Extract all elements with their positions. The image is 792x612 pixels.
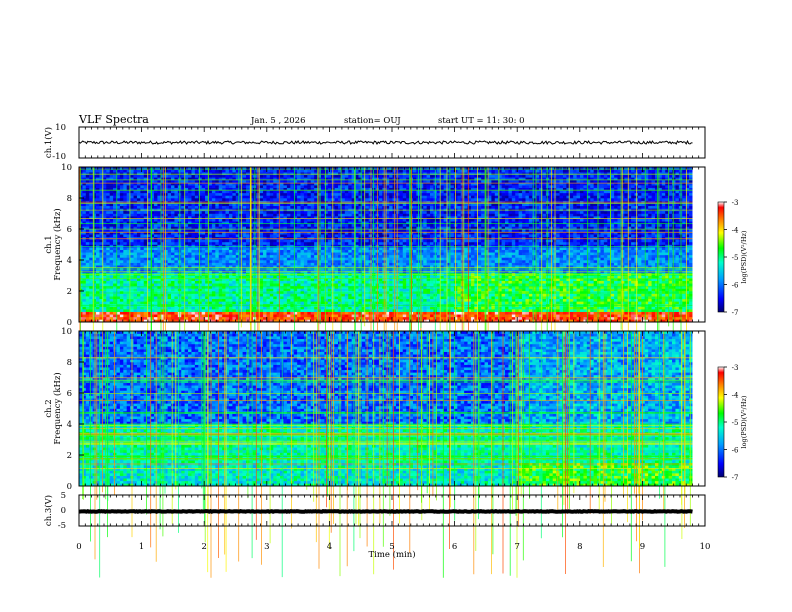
- ch1-spec-ylabel: Frequency (kHz): [52, 208, 63, 280]
- ch2-spectrogram-image: [79, 331, 705, 578]
- x-tick-label: 0: [76, 542, 81, 552]
- ch3-ytick-mid: 0: [61, 506, 66, 516]
- station-label: station= OUJ: [344, 116, 401, 126]
- x-tick-label: 7: [514, 542, 519, 552]
- colorbar-tick-label: -3: [732, 199, 739, 207]
- x-tick-label: 9: [640, 542, 645, 552]
- figure-canvas: VLF Spectra Jan. 5 , 2026 station= OUJ s…: [0, 0, 792, 612]
- ch3-trace: [79, 511, 693, 512]
- x-axis-label: Time (min): [368, 549, 415, 560]
- colorbar-tick-label: -4: [732, 227, 739, 235]
- ch1-colorbar: -3 -4 -5 -6 -7 log(PSD)(V²/Hz): [718, 199, 748, 317]
- ytick-label: 8: [67, 194, 72, 204]
- colorbar-gradient: [718, 202, 724, 312]
- ytick-label: 6: [67, 389, 72, 399]
- ch3-ylabel: ch.3(V): [43, 495, 54, 526]
- ytick-label: 4: [67, 256, 72, 266]
- x-tick-label: 1: [139, 542, 144, 552]
- colorbar-tick-label: -7: [732, 309, 739, 317]
- ch1-ytick-bottom: -10: [52, 152, 66, 162]
- figure-title: VLF Spectra: [78, 113, 149, 126]
- colorbar-gradient: [718, 367, 724, 477]
- x-tick-label: 6: [452, 542, 457, 552]
- ch3-ytick-bottom: -5: [58, 521, 66, 531]
- colorbar-label: log(PSD)(V²/Hz): [740, 395, 748, 448]
- x-tick-label: 8: [577, 542, 582, 552]
- start-time-label: start UT = 11: 30: 0: [438, 116, 525, 126]
- colorbar-tick-label: -6: [732, 447, 739, 455]
- x-tick-label: 4: [327, 542, 332, 552]
- ytick-label: 8: [67, 358, 72, 368]
- ch3-ytick-top: 5: [61, 491, 66, 501]
- colorbar-tick-label: -3: [732, 364, 739, 372]
- ch1-ytick-top: 10: [55, 123, 66, 133]
- colorbar-tick-label: -6: [732, 282, 739, 290]
- colorbar-tick-label: -7: [732, 474, 739, 482]
- colorbar-tick-label: -5: [732, 419, 739, 427]
- vlf-figure: VLF Spectra Jan. 5 , 2026 station= OUJ s…: [0, 0, 792, 612]
- date-label: Jan. 5 , 2026: [250, 116, 306, 126]
- x-tick-label: 2: [201, 542, 206, 552]
- ytick-label: 6: [67, 225, 72, 235]
- colorbar-tick-label: -5: [732, 254, 739, 262]
- ytick-label: 0: [67, 482, 72, 492]
- ytick-label: 4: [67, 420, 72, 430]
- ytick-label: 2: [67, 287, 72, 297]
- ytick-label: 10: [61, 327, 72, 337]
- colorbar-label: log(PSD)(V²/Hz): [740, 230, 748, 283]
- ch1-ylabel: ch.1(V): [43, 127, 54, 158]
- ch2-colorbar: -3 -4 -5 -6 -7 log(PSD)(V²/Hz): [718, 364, 748, 482]
- ch1-voltage-panel: 10 -10 ch.1(V): [43, 123, 705, 162]
- x-tick-label: 3: [264, 542, 269, 552]
- colorbar-tick-label: -4: [732, 392, 739, 400]
- ch1-trace: [79, 141, 693, 144]
- ytick-label: 2: [67, 451, 72, 461]
- ch2-spec-ylabel: Frequency (kHz): [52, 372, 63, 444]
- ytick-label: 10: [61, 163, 72, 173]
- x-tick-label: 10: [700, 542, 711, 552]
